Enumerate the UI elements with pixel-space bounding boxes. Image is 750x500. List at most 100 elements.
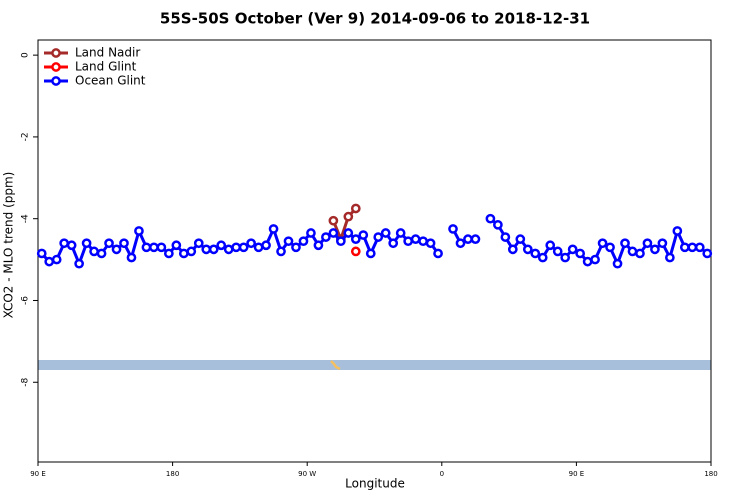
x-axis-label: Longitude	[345, 477, 405, 491]
point	[470, 234, 481, 244]
point	[350, 246, 361, 257]
point	[276, 246, 286, 257]
point	[343, 228, 354, 238]
point	[560, 252, 571, 263]
point	[328, 228, 339, 238]
point	[665, 252, 675, 263]
y-tick-label: -2	[21, 132, 31, 141]
point	[463, 234, 473, 244]
y-tick-label: -8	[21, 378, 31, 387]
point	[36, 248, 47, 259]
point	[687, 242, 698, 253]
point	[238, 242, 249, 253]
legend-marker	[51, 48, 61, 58]
y-axis-label: XCO2 - MLO trend (ppm)	[2, 172, 16, 319]
point	[650, 244, 660, 255]
point	[231, 242, 242, 253]
point	[313, 240, 324, 251]
point	[291, 242, 301, 253]
x-tick-label: 90 W	[298, 470, 316, 478]
x-tick-label: 90 E	[569, 470, 585, 478]
point	[567, 244, 578, 255]
point	[575, 248, 585, 259]
point	[694, 242, 705, 253]
y-tick-label: 0	[21, 52, 31, 58]
point	[283, 236, 294, 247]
point	[620, 238, 630, 249]
legend-label: Land Glint	[75, 60, 137, 74]
point	[672, 226, 683, 236]
point	[530, 248, 541, 259]
point	[657, 238, 668, 249]
point	[380, 228, 391, 238]
point	[635, 248, 645, 259]
point	[321, 232, 331, 242]
point	[350, 234, 361, 244]
point	[582, 256, 593, 267]
y-tick-label: -4	[21, 214, 31, 223]
point	[126, 252, 137, 263]
point	[590, 254, 600, 265]
point	[89, 246, 99, 257]
point	[336, 236, 346, 247]
point	[455, 238, 466, 249]
point	[328, 215, 339, 226]
point	[425, 238, 436, 249]
point	[164, 248, 174, 259]
point	[216, 240, 227, 251]
legend-marker	[51, 62, 61, 72]
point	[627, 246, 638, 257]
point	[500, 232, 511, 242]
point	[261, 240, 271, 251]
point	[253, 242, 264, 253]
point	[119, 238, 129, 249]
point	[597, 238, 608, 249]
legend-label: Land Nadir	[75, 46, 140, 60]
point	[298, 236, 309, 247]
point	[612, 258, 623, 269]
x-tick-label: 90 E	[30, 470, 46, 478]
point	[223, 244, 234, 255]
point	[201, 244, 212, 255]
point	[156, 242, 167, 253]
point	[395, 228, 406, 238]
point	[51, 254, 62, 265]
point	[343, 211, 354, 222]
point	[149, 242, 159, 253]
point	[44, 256, 55, 267]
point	[410, 234, 421, 244]
point	[388, 238, 399, 249]
point	[141, 242, 152, 253]
point	[246, 238, 256, 249]
point	[81, 238, 92, 249]
point	[178, 248, 189, 259]
x-tick-label: 180	[166, 470, 179, 478]
point	[679, 242, 690, 253]
point	[373, 232, 384, 242]
point	[485, 213, 496, 224]
point	[96, 248, 107, 259]
point	[171, 240, 182, 251]
point	[365, 248, 376, 259]
point	[448, 224, 458, 234]
point	[493, 219, 503, 230]
point	[507, 244, 518, 255]
point	[418, 236, 428, 247]
point	[433, 248, 443, 259]
point	[552, 246, 563, 257]
point	[537, 252, 548, 263]
legend-label: Ocean Glint	[75, 74, 146, 88]
point	[74, 258, 84, 269]
point	[605, 242, 615, 253]
point	[306, 228, 316, 238]
land-mask-mark	[330, 360, 341, 371]
point	[545, 240, 556, 251]
y-tick-label: -6	[21, 296, 31, 305]
land-mask-band	[38, 360, 711, 370]
point	[111, 244, 122, 255]
point	[66, 240, 77, 251]
point	[104, 238, 114, 249]
point	[208, 244, 219, 255]
